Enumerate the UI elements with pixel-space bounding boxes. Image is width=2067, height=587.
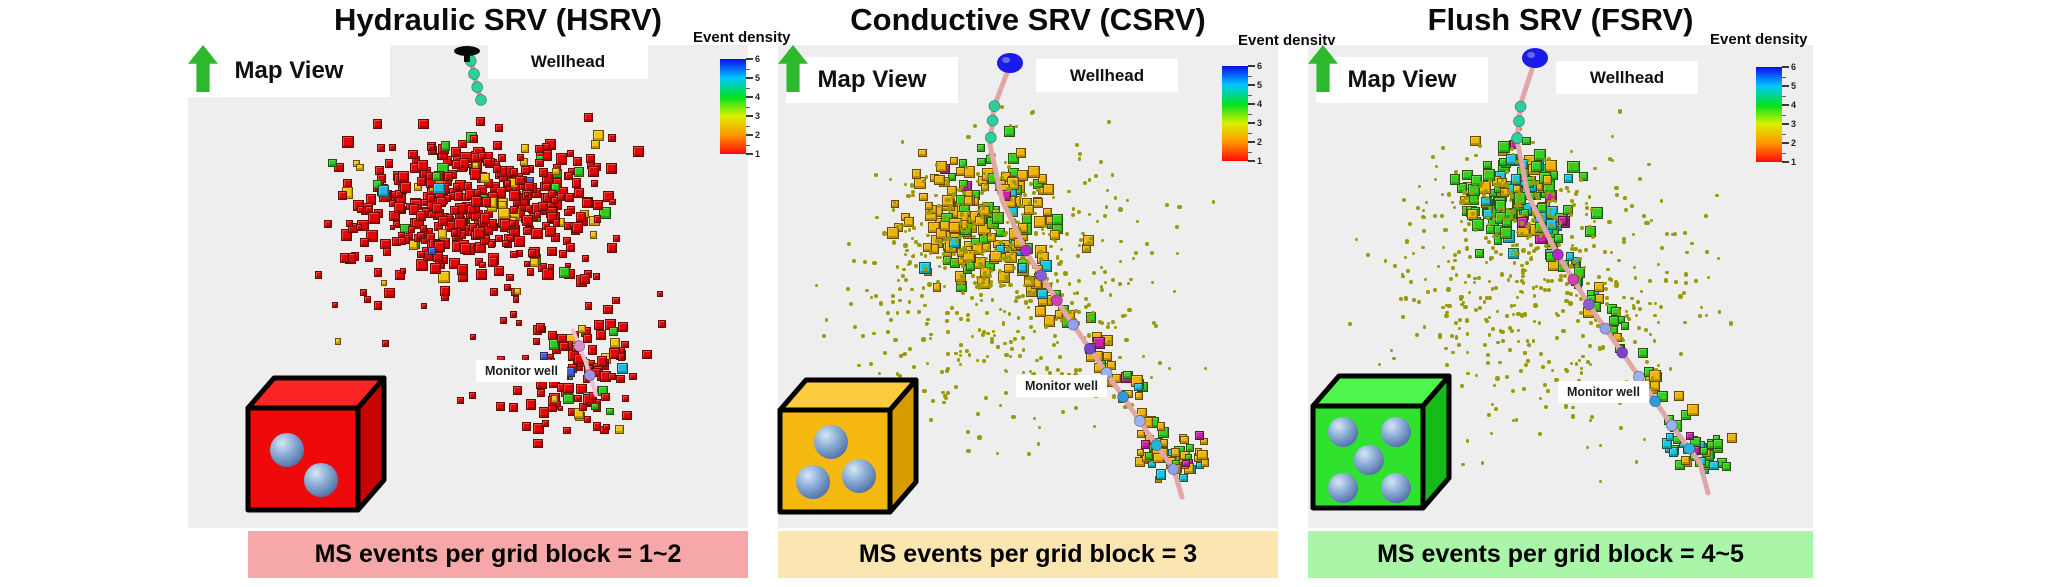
grid-block-dice-icon — [775, 372, 925, 517]
microseismic-event-cubes — [188, 45, 748, 528]
grid-block-dice-icon — [243, 370, 393, 515]
map-view-plot: Map View Wellhead Monitor well Event den… — [775, 32, 1336, 528]
grid-block-dice-icon — [1308, 368, 1458, 513]
panel-title: Flush SRV (FSRV) — [1427, 2, 1694, 37]
wellhead-label: Wellhead — [488, 45, 648, 79]
event-density-label: Event density — [1238, 32, 1336, 49]
wellhead-label: Wellhead — [1556, 61, 1698, 94]
colorbar-gradient — [1756, 67, 1782, 162]
event-density-label: Event density — [1710, 31, 1808, 48]
event-density-label: Event density — [693, 29, 791, 46]
map-view-label: Map View — [1316, 57, 1488, 103]
monitor-well-label: Monitor well — [1558, 381, 1649, 403]
panel-title: Conductive SRV (CSRV) — [850, 2, 1206, 37]
map-view-label: Map View — [188, 45, 390, 97]
panel-csrv: Conductive SRV (CSRV) Map View Wellhead … — [775, 0, 1336, 587]
microseismic-event-cubes — [1308, 45, 1813, 528]
wellhead-label: Wellhead — [1036, 59, 1178, 92]
caption-bar: MS events per grid block = 4~5 — [1308, 531, 1813, 578]
panel-fsrv: Flush SRV (FSRV) Map View Wellhead Monit… — [1308, 0, 1813, 587]
map-view-label: Map View — [786, 57, 958, 103]
monitor-well-label: Monitor well — [1016, 375, 1107, 397]
monitor-well-label: Monitor well — [476, 360, 567, 382]
caption-bar: MS events per grid block = 1~2 — [248, 531, 748, 578]
map-view-plot: Map View Wellhead Monitor well Event den… — [188, 29, 791, 528]
colorbar-gradient — [720, 59, 746, 154]
map-view-plot: Map View Wellhead Monitor well Event den… — [1308, 31, 1816, 528]
panel-hsrv: Hydraulic SRV (HSRV) Map View Wellhead M… — [188, 0, 791, 587]
colorbar-gradient — [1222, 66, 1248, 161]
caption-bar: MS events per grid block = 3 — [778, 531, 1278, 578]
panel-title: Hydraulic SRV (HSRV) — [334, 2, 662, 37]
microseismic-event-cubes — [778, 45, 1278, 528]
